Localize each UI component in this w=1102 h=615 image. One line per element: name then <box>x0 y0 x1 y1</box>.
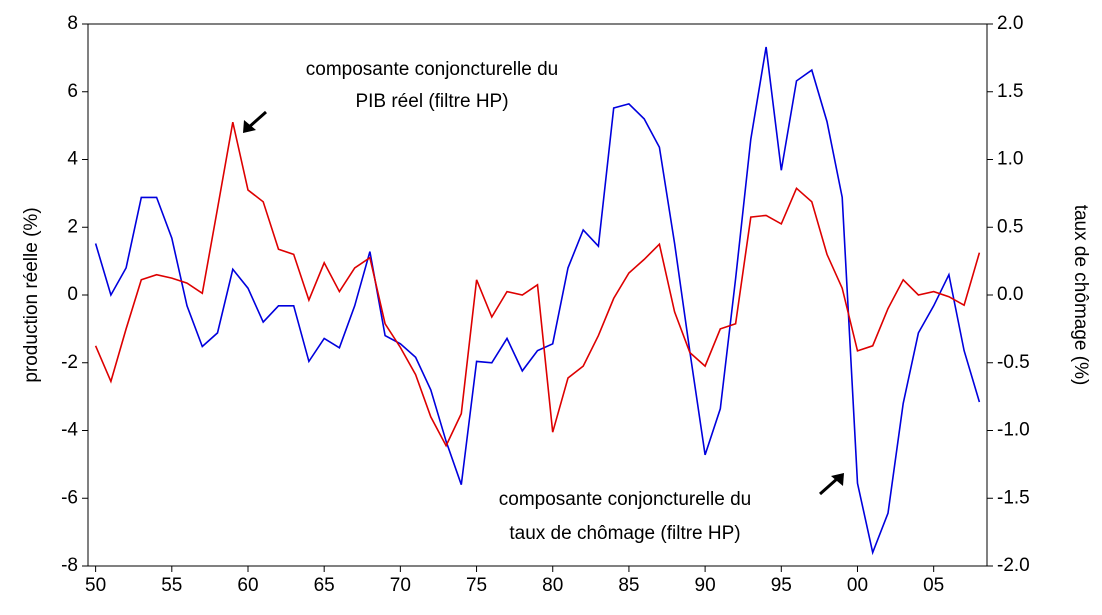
y-tick-label: 0 <box>67 284 78 305</box>
x-tick-label: 95 <box>771 575 792 596</box>
plot-frame <box>87 23 988 567</box>
x-tick-label: 05 <box>923 575 944 596</box>
arrow <box>247 110 267 130</box>
series-line <box>94 46 981 556</box>
x-tick-label: 65 <box>314 575 335 596</box>
arrow-head <box>831 473 844 486</box>
y-tick-label: -8 <box>61 555 78 576</box>
y-tick-label: -4 <box>61 420 78 441</box>
y2-axis-label: taux de chômage (%) <box>1070 205 1091 386</box>
y2-tick-label: 2.0 <box>997 13 1023 34</box>
series-line <box>94 122 981 448</box>
x-tick-label: 00 <box>847 575 868 596</box>
x-tick-label: 75 <box>466 575 487 596</box>
x-tick-label: 90 <box>695 575 716 596</box>
y2-tick-label: 1.0 <box>997 149 1023 170</box>
y-axis-label: production réelle (%) <box>21 207 42 382</box>
annotation: PIB réel (filtre HP) <box>355 91 508 112</box>
y2-tick-label: -1.0 <box>997 420 1030 441</box>
x-tick-label: 80 <box>542 575 563 596</box>
y2-tick-label: 0.5 <box>997 216 1023 237</box>
y2-tick-label: -0.5 <box>997 352 1030 373</box>
x-tick-label: 85 <box>618 575 639 596</box>
y-tick-label: -6 <box>61 487 78 508</box>
arrows <box>243 110 844 496</box>
y2-tick-label: -2.0 <box>997 555 1030 576</box>
annotation: composante conjoncturelle du <box>499 489 751 510</box>
arrow <box>819 476 839 496</box>
y2-tick-label: 1.5 <box>997 81 1023 102</box>
y2-tick-label: 0.0 <box>997 284 1023 305</box>
y-tick-label: 6 <box>67 81 78 102</box>
x-tick-label: 70 <box>390 575 411 596</box>
arrow-head <box>243 120 256 133</box>
y-tick-label: 4 <box>67 149 78 170</box>
y-tick-label: -2 <box>61 352 78 373</box>
x-tick-label: 50 <box>85 575 106 596</box>
y-tick-label: 8 <box>67 13 78 34</box>
y-tick-label: 2 <box>67 216 78 237</box>
y2-tick-label: -1.5 <box>997 487 1030 508</box>
annotation: composante conjoncturelle du <box>306 59 558 80</box>
x-tick-label: 60 <box>237 575 258 596</box>
x-tick-label: 55 <box>161 575 182 596</box>
annotation: taux de chômage (filtre HP) <box>509 523 740 544</box>
